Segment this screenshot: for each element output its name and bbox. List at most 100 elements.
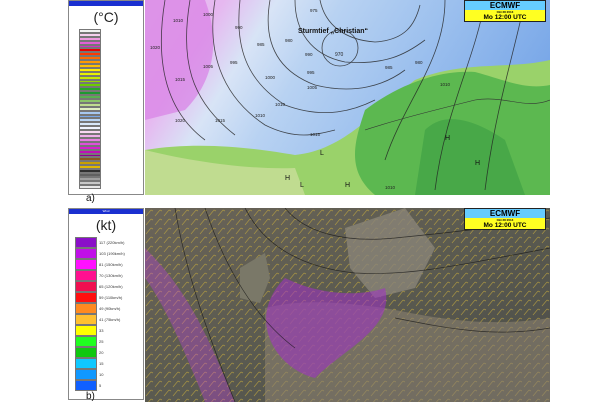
- color-swatch: [79, 44, 101, 49]
- color-swatch: [79, 56, 101, 61]
- color-swatch: [79, 106, 101, 111]
- temperature-swatch: [79, 130, 143, 135]
- color-swatch: [75, 325, 97, 336]
- isobar-label: 1010: [275, 102, 286, 107]
- color-swatch: [75, 303, 97, 314]
- color-swatch: [75, 347, 97, 358]
- wind-swatch: 41 (75km/h): [75, 314, 143, 325]
- color-swatch: [79, 149, 101, 154]
- temperature-swatch: [79, 91, 143, 96]
- isobar-label: 1010: [440, 82, 451, 87]
- temperature-swatch: [79, 141, 143, 146]
- wind-swatch: 49 (90km/h): [75, 303, 143, 314]
- temperature-swatch: [79, 44, 143, 49]
- temperature-swatch: [79, 149, 143, 154]
- color-swatch: [79, 83, 101, 88]
- low-pressure-mark: L: [300, 182, 304, 189]
- color-swatch: [75, 336, 97, 347]
- wind-swatch: 59 (110km/h): [75, 292, 143, 303]
- temperature-swatch: [79, 184, 143, 189]
- temperature-swatch: [79, 153, 143, 158]
- isobar-label: 980: [285, 38, 293, 43]
- temperature-swatch: [79, 71, 143, 76]
- color-swatch: [79, 60, 101, 65]
- color-swatch: [79, 32, 101, 37]
- temperature-swatch: [79, 180, 143, 185]
- color-swatch: [75, 314, 97, 325]
- temperature-swatch: [79, 122, 143, 127]
- color-swatch: [79, 137, 101, 142]
- color-swatch: [79, 48, 101, 53]
- legend-unit: (°C): [93, 9, 119, 25]
- wind-swatch: 33: [75, 325, 143, 336]
- color-swatch: [79, 180, 101, 185]
- swatch-label: 10: [99, 372, 104, 377]
- color-swatch: [79, 67, 101, 72]
- temperature-legend: (°C): [68, 0, 144, 195]
- color-swatch: [75, 259, 97, 270]
- color-swatch: [79, 75, 101, 80]
- wind-swatch: 70 (130km/h): [75, 270, 143, 281]
- swatch-label: 65 (120km/h): [99, 284, 123, 289]
- temperature-swatch: [79, 169, 143, 173]
- color-swatch: [79, 40, 101, 45]
- color-swatch: [79, 71, 101, 76]
- legend-title: Wind: [69, 209, 143, 214]
- temperature-swatch: [79, 75, 143, 80]
- badge-model: ECMWF: [465, 1, 545, 10]
- isobar-label: 985: [385, 65, 393, 70]
- swatch-label: 33: [99, 328, 104, 333]
- swatch-label: 81 (150km/h): [99, 262, 123, 267]
- isobar-label: 1000: [203, 12, 214, 17]
- wind-swatch: 5: [75, 380, 143, 391]
- wind-swatch: 117 (220km/h): [75, 237, 143, 248]
- temperature-swatch: [79, 114, 143, 119]
- color-swatch: [75, 292, 97, 303]
- wind-legend: Wind (kt) 117 (220km/h) 103 (190km/h) 81 (…: [68, 208, 144, 400]
- temperature-swatch: [79, 83, 143, 88]
- isobar-label: 1010: [173, 18, 184, 23]
- color-swatch: [79, 169, 101, 173]
- panel-b-label: b): [86, 391, 95, 402]
- temperature-swatch: [79, 118, 143, 123]
- badge-date: Okt 28 2013: [465, 10, 545, 14]
- isobar-label: 1015: [310, 132, 321, 137]
- color-swatch: [79, 141, 101, 146]
- temperature-swatch: [79, 165, 143, 170]
- model-badge: ECMWF Okt 28 2013 Mo 12:00 UTC: [464, 0, 546, 22]
- color-swatch: [79, 165, 101, 170]
- color-swatch: [79, 161, 101, 166]
- temperature-swatch: [79, 79, 143, 84]
- temperature-swatch: [79, 157, 143, 162]
- isobar-label: 1010: [255, 113, 266, 118]
- color-swatch: [79, 29, 101, 33]
- temperature-swatch: [79, 106, 143, 111]
- wind-swatch: 15: [75, 358, 143, 369]
- wind-swatch: 103 (190km/h): [75, 248, 143, 259]
- temperature-swatch: [79, 60, 143, 65]
- wind-color-scale: 117 (220km/h) 103 (190km/h) 81 (150km/h) 70…: [75, 237, 143, 391]
- isobar-label: 980: [415, 60, 423, 65]
- color-swatch: [79, 36, 101, 41]
- low-center-value: 970: [335, 52, 344, 58]
- map-a-graphic: [145, 0, 550, 195]
- storm-label: Sturmtief „Christian“: [298, 28, 369, 35]
- isobar-label: 1000: [265, 75, 276, 80]
- color-swatch: [79, 122, 101, 127]
- swatch-label: 70 (130km/h): [99, 273, 123, 278]
- color-swatch: [79, 126, 101, 131]
- color-swatch: [79, 114, 101, 119]
- pressure-temperature-map: Sturmtief „Christian“ 970 1020 1010 1000…: [145, 0, 550, 195]
- color-swatch: [79, 118, 101, 123]
- isobar-label: 975: [310, 8, 318, 13]
- badge-date: Okt 28 2013: [465, 218, 545, 222]
- color-swatch: [79, 134, 101, 138]
- temperature-swatch: [79, 145, 143, 150]
- wind-swatch: 25: [75, 336, 143, 347]
- temperature-swatch: [79, 64, 143, 68]
- map-b-graphic: [145, 208, 550, 402]
- swatch-label: 59 (110km/h): [99, 295, 123, 300]
- legend-unit: (kt): [95, 217, 117, 233]
- swatch-label: 41 (75km/h): [99, 317, 121, 322]
- temperature-swatch: [79, 134, 143, 138]
